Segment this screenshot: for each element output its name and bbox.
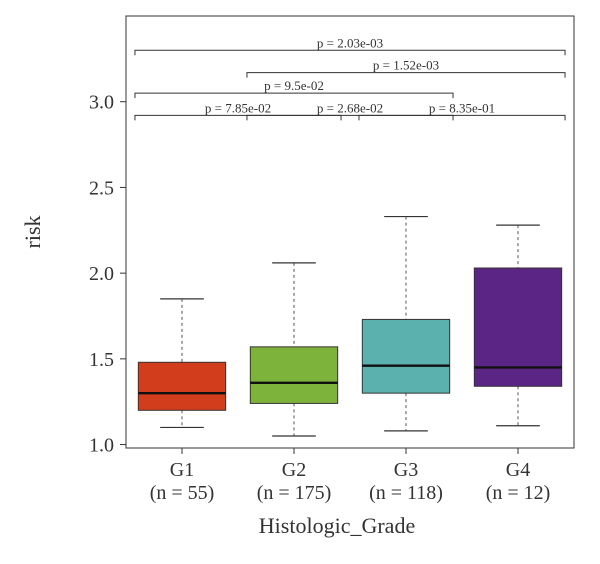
box-body <box>361 318 451 394</box>
bracket-line <box>358 114 566 121</box>
comparison-bracket: p = 2.68e-02 <box>246 100 454 121</box>
comparison-bracket: p = 1.52e-03 <box>246 58 566 78</box>
p-value-label: p = 9.5e-02 <box>264 78 324 93</box>
box-g1 <box>137 298 227 429</box>
y-tick-label: 1.5 <box>89 349 114 371</box>
x-axis: G1(n = 55) G2(n = 175) G3(n = 118) G4(n = 1… <box>150 448 551 504</box>
p-value-label: p = 8.35e-01 <box>429 100 495 115</box>
y-axis-title: risk <box>20 216 45 249</box>
comparison-bracket: p = 8.35e-01 <box>358 100 566 121</box>
y-tick-label: 3.0 <box>89 92 114 114</box>
comparison-bracket: p = 2.03e-03 <box>134 35 566 56</box>
comparison-bracket: p = 9.5e-02 <box>134 78 454 99</box>
box-g2 <box>249 262 339 437</box>
x-tick-label: G1 <box>170 459 194 481</box>
bracket-line <box>134 92 454 99</box>
y-tick-label: 1.0 <box>89 435 114 457</box>
box-g3 <box>361 215 451 432</box>
box-body <box>137 361 227 411</box>
bracket-line <box>134 49 566 56</box>
x-count-label: (n = 12) <box>486 482 551 504</box>
comparison-layer: p = 7.85e-02 p = 2.68e-02 p = 8.35e-01 p = … <box>134 35 566 121</box>
bracket-line <box>246 72 566 78</box>
x-count-label: (n = 118) <box>369 482 443 504</box>
comparison-bracket: p = 7.85e-02 <box>134 100 342 121</box>
x-axis-title: Histologic_Grade <box>259 513 415 538</box>
box-group-layer <box>137 215 563 437</box>
y-tick-label: 2.5 <box>89 177 114 199</box>
x-count-label: (n = 55) <box>150 482 215 504</box>
x-tick-label: G3 <box>394 459 418 481</box>
box-g4 <box>473 224 563 427</box>
bracket-line <box>134 114 342 121</box>
box-body <box>249 346 339 404</box>
x-count-label: (n = 175) <box>257 482 332 504</box>
bracket-line <box>246 114 454 121</box>
p-value-label: p = 7.85e-02 <box>205 100 271 115</box>
p-value-label: p = 1.52e-03 <box>373 58 439 73</box>
x-tick-label: G4 <box>506 459 530 481</box>
y-tick-label: 2.0 <box>89 263 114 285</box>
p-value-label: p = 2.68e-02 <box>317 100 383 115</box>
y-axis: 1.0 1.5 2.0 2.5 3.0 <box>89 92 126 457</box>
p-value-label: p = 2.03e-03 <box>317 35 383 50</box>
x-tick-label: G2 <box>282 459 306 481</box>
